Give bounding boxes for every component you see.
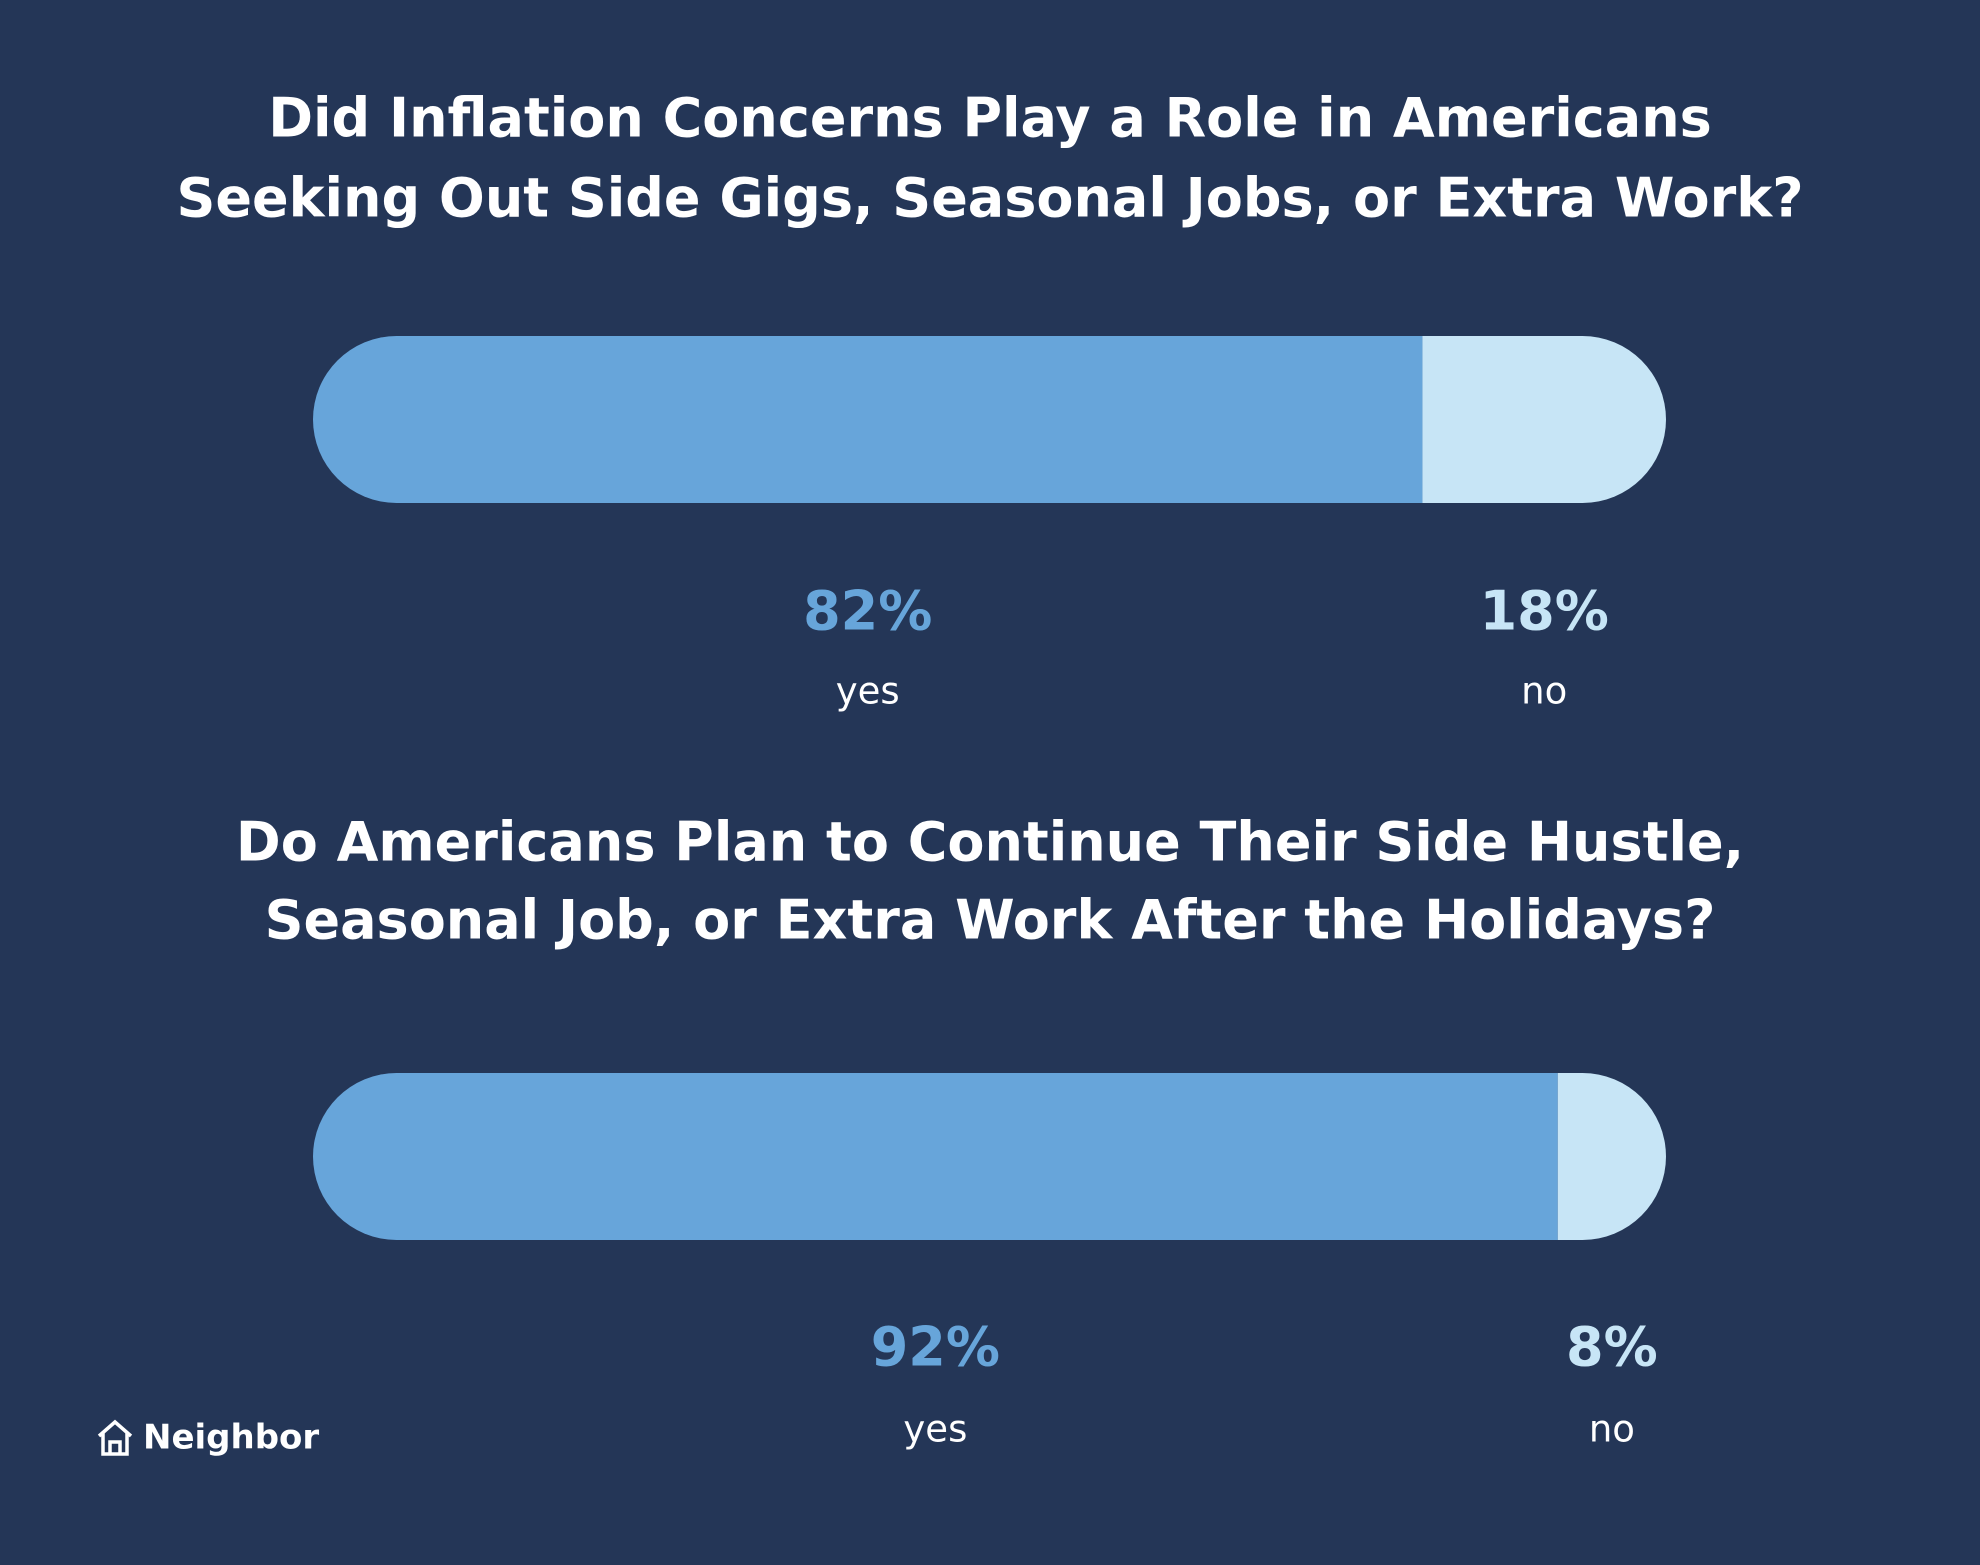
legend-label: no xyxy=(1589,1408,1635,1451)
bar-segment xyxy=(313,1073,1558,1240)
value-label: 8% xyxy=(1566,1316,1658,1379)
stacked-bar xyxy=(313,1073,1666,1240)
brand-logo xyxy=(97,1419,133,1456)
value-label: 82% xyxy=(803,580,932,643)
legend-label: yes xyxy=(903,1408,967,1451)
value-label: 92% xyxy=(871,1316,1000,1379)
brand-name: Neighbor xyxy=(143,1418,319,1458)
stacked-bar xyxy=(313,336,1666,503)
bar-segment xyxy=(1422,336,1666,503)
chart-title: Seasonal Job, or Extra Work After the Ho… xyxy=(265,889,1716,952)
value-label: 18% xyxy=(1480,580,1609,643)
legend-label: yes xyxy=(836,670,900,713)
legend-label: no xyxy=(1521,670,1567,713)
chart-title: Did Inflation Concerns Play a Role in Am… xyxy=(268,87,1712,150)
bar-segment xyxy=(313,336,1423,503)
chart-title: Seeking Out Side Gigs, Seasonal Jobs, or… xyxy=(176,167,1803,230)
chart-title: Do Americans Plan to Continue Their Side… xyxy=(236,811,1744,874)
